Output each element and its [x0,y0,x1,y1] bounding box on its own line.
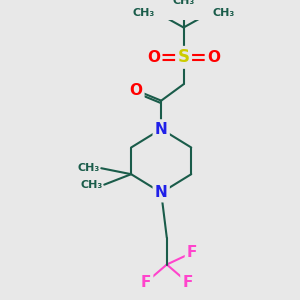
Text: CH₃: CH₃ [172,0,195,6]
Text: F: F [141,275,151,290]
Text: CH₃: CH₃ [133,8,155,18]
Text: O: O [129,83,142,98]
Text: N: N [155,185,168,200]
Text: N: N [155,122,168,136]
Text: CH₃: CH₃ [80,180,102,190]
Text: F: F [182,275,193,290]
Text: O: O [147,50,160,65]
Text: F: F [187,245,197,260]
Text: CH₃: CH₃ [77,163,99,173]
Text: S: S [178,48,190,66]
Text: CH₃: CH₃ [212,8,235,18]
Text: O: O [207,50,220,65]
